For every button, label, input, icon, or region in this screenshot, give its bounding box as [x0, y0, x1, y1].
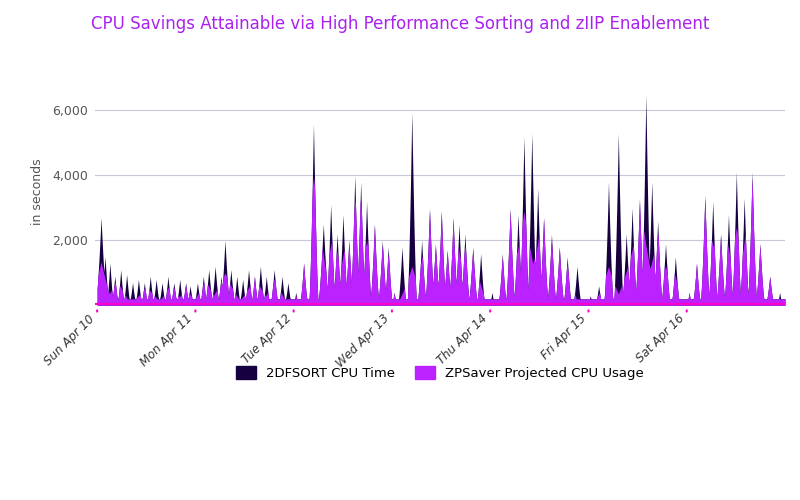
Text: CPU Savings Attainable via High Performance Sorting and zIIP Enablement: CPU Savings Attainable via High Performa…	[91, 15, 709, 33]
Y-axis label: in seconds: in seconds	[31, 158, 44, 225]
Legend: 2DFSORT CPU Time, ZPSaver Projected CPU Usage: 2DFSORT CPU Time, ZPSaver Projected CPU …	[230, 360, 650, 385]
